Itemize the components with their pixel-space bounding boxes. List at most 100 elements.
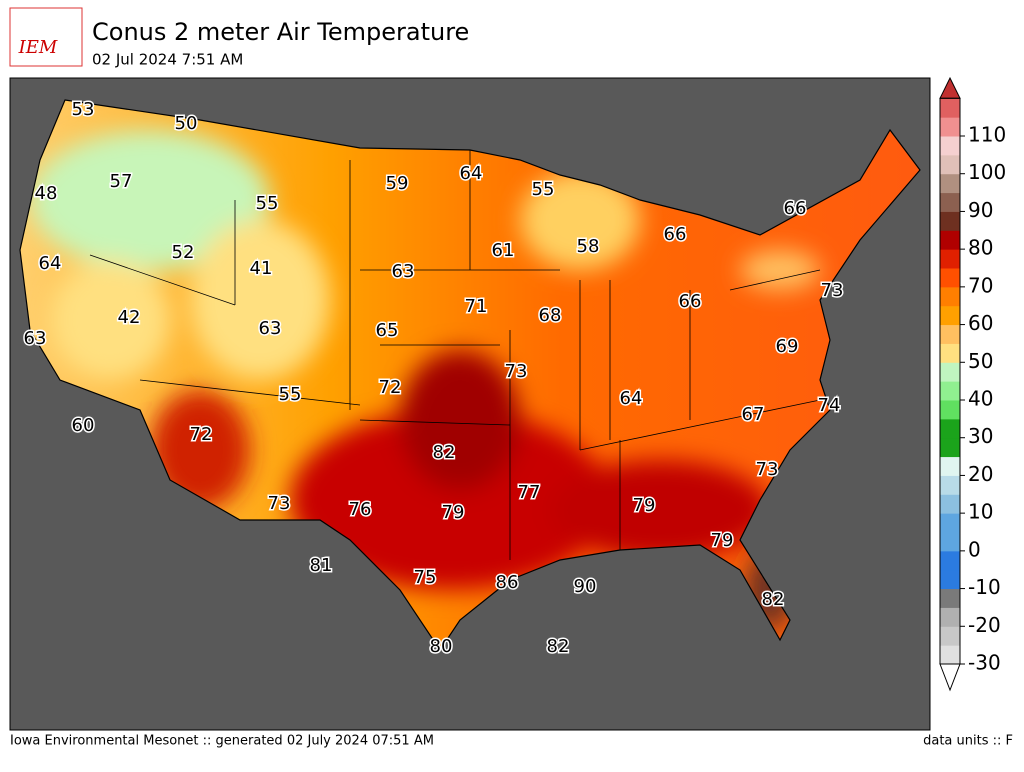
colorbar-tick-label: -30: [968, 651, 1001, 675]
colorbar: -30 -20 -10 0 10 20 30 40 50 60 70 80 90 100 110: [939, 76, 1006, 692]
temperature-label: 55: [532, 179, 555, 200]
colorbar-band: [940, 381, 960, 401]
temperature-label: 71: [465, 296, 488, 317]
temperature-label: 66: [679, 291, 702, 312]
footer-right: data units :: F: [923, 734, 1013, 749]
colorbar-tick-label: 60: [968, 311, 993, 335]
temperature-label: 79: [711, 530, 734, 551]
temperature-label: 72: [379, 377, 402, 398]
temperature-label: 75: [414, 567, 437, 588]
temperature-label: 79: [442, 502, 465, 523]
temperature-label: 73: [268, 493, 291, 514]
colorbar-band: [940, 117, 960, 137]
colorbar-tick-label: 70: [968, 273, 993, 297]
colorbar-band: [940, 437, 960, 458]
colorbar-band: [940, 626, 960, 646]
temperature-label: 64: [460, 163, 483, 184]
temperature-label: 86: [496, 572, 519, 593]
temperature-label: 79: [633, 495, 656, 516]
colorbar-band: [940, 249, 960, 269]
colorbar-tick-label: 100: [968, 160, 1006, 184]
colorbar-band: [940, 418, 960, 439]
temperature-label: 63: [392, 261, 415, 282]
colorbar-band: [940, 550, 960, 571]
colorbar-band: [940, 324, 960, 344]
colorbar-tick-label: 110: [968, 123, 1006, 147]
colorbar-band: [940, 192, 960, 212]
temperature-label: 55: [256, 193, 279, 214]
colorbar-band: [940, 569, 960, 590]
temperature-label: 68: [539, 305, 562, 326]
colorbar-tick-label: 80: [968, 236, 993, 260]
colorbar-cap-bottom: [939, 663, 961, 692]
temperature-label: 55: [279, 384, 302, 405]
temperature-label: 66: [784, 198, 807, 219]
temperature-label: 77: [518, 482, 541, 503]
colorbar-tick-label: 30: [968, 424, 993, 448]
colorbar-band: [940, 230, 960, 250]
colorbar-tick-label: 50: [968, 349, 993, 373]
temperature-label: 69: [776, 336, 799, 357]
temperature-label: 41: [250, 258, 273, 279]
temperature-label: 82: [547, 636, 570, 657]
temperature-label: 42: [118, 307, 141, 328]
colorbar-band: [940, 513, 960, 533]
colorbar-band: [940, 173, 960, 194]
colorbar-band: [940, 286, 960, 307]
colorbar-band: [940, 343, 960, 363]
temperature-label: 66: [664, 224, 687, 245]
station-labels: 53 50 48 57 55 52 41 64 42 63 63 55 60 72 73 76 81 79 75 80…: [22, 98, 845, 659]
logo: IEM: [9, 7, 83, 67]
temperature-label: 63: [259, 318, 282, 339]
temperature-label: 52: [172, 242, 195, 263]
temperature-label: 64: [620, 388, 643, 409]
temperature-label: 82: [762, 589, 785, 610]
field-blobs: [30, 130, 820, 630]
temperature-label: 90: [574, 576, 597, 597]
colorbar-tick-label: -20: [968, 613, 1001, 637]
colorbar-tick-label: -10: [968, 575, 1001, 599]
logo-frame: [9, 7, 83, 67]
state-borders: [89, 150, 821, 560]
colorbar-tick-label: 90: [968, 198, 993, 222]
colorbar-band: [940, 588, 960, 608]
temperature-label: 67: [742, 404, 765, 425]
temperature-label: 57: [110, 171, 133, 192]
colorbar-band: [940, 607, 960, 627]
temperature-label: 73: [756, 459, 779, 480]
temperature-label: 58: [577, 236, 600, 257]
colorbar-band: [940, 268, 960, 288]
temperature-label: 61: [492, 240, 515, 261]
colorbar-band: [940, 305, 960, 326]
colorbar-band: [940, 400, 960, 420]
colorbar-tick-label: 10: [968, 500, 993, 524]
colorbar-band: [940, 475, 960, 495]
footer-left: Iowa Environmental Mesonet :: generated …: [10, 734, 434, 749]
temperature-label: 53: [72, 99, 95, 120]
temperature-label: 73: [505, 361, 528, 382]
colorbar-cap-top: [939, 76, 961, 99]
temperature-label: 73: [821, 280, 844, 301]
colorbar-band: [940, 136, 960, 156]
temperature-label: 65: [376, 320, 399, 341]
logo-text: IEM: [18, 37, 58, 58]
temperature-label: 72: [190, 424, 213, 445]
colorbar-band: [940, 98, 960, 118]
colorbar-band: [940, 456, 960, 476]
colorbar-frame: [939, 97, 961, 665]
temperature-label: 50: [175, 113, 198, 134]
colorbar-band: [940, 362, 960, 382]
colorbar-band: [940, 532, 960, 552]
temperature-label: 81: [310, 555, 333, 576]
colorbar-tick-label: 40: [968, 387, 993, 411]
title: Conus 2 meter Air Temperature: [92, 18, 469, 46]
colorbar-tick-label: 20: [968, 462, 993, 486]
temperature-label: 64: [39, 253, 62, 274]
subtitle: 02 Jul 2024 7:51 AM: [92, 51, 243, 69]
temperature-label: 48: [35, 183, 58, 204]
colorbar-band: [940, 645, 960, 665]
colorbar-band: [940, 211, 960, 231]
colorbar-tick-label: 0: [968, 537, 981, 561]
